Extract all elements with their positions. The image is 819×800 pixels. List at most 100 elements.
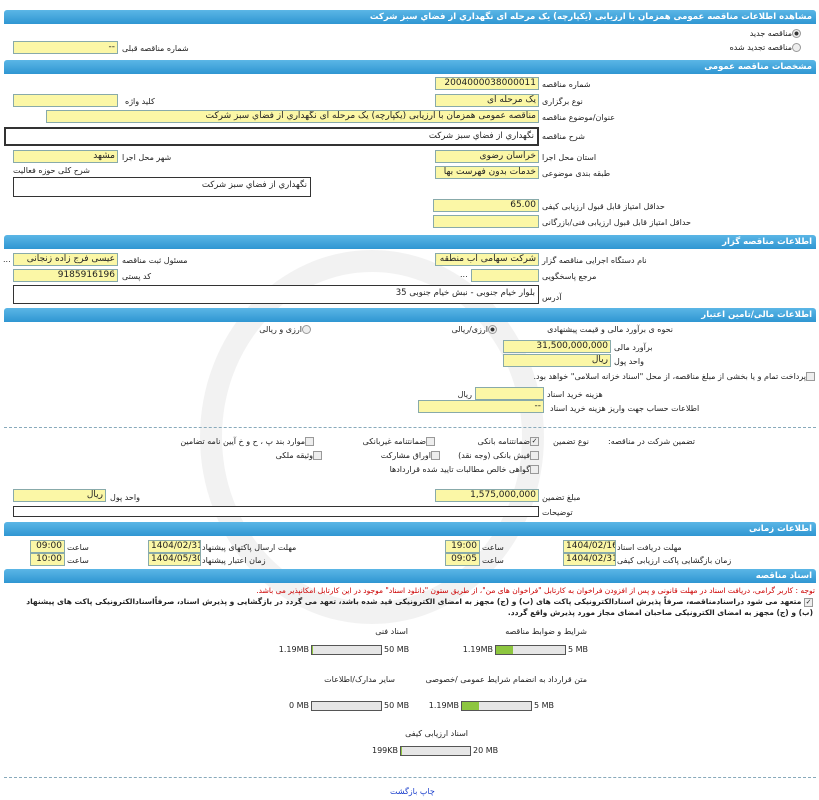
amount-unit-label: واحد پول <box>110 493 140 502</box>
prev-number-label: شماره مناقصه قبلی <box>122 44 189 53</box>
checkbox-icon <box>806 372 815 381</box>
city-field[interactable]: مشهد <box>13 150 118 163</box>
divider <box>4 777 816 778</box>
guarantee-checkbox[interactable]: اوراق مشارکت <box>381 451 440 460</box>
activity-field[interactable]: نگهداري از فضاي سبز شرکت <box>13 177 311 197</box>
label: متعهد می شود دراسنادمناقصه، صرفاً پذیرش … <box>26 597 813 617</box>
label: پرداخت تمام و یا بخشی از مبلغ مناقصه، از… <box>533 372 806 381</box>
resp-label: مسئول ثبت مناقصه <box>122 256 188 265</box>
treasury-checkbox[interactable]: پرداخت تمام و یا بخشی از مبلغ مناقصه، از… <box>534 372 815 381</box>
guarantee-checkbox[interactable]: فیش بانکی (وجه نقد) <box>458 451 539 460</box>
min-tech-field[interactable] <box>433 215 539 228</box>
file-title: شرایط و ضوابط مناقصه <box>505 627 587 636</box>
guarantee-checkbox[interactable]: ✓ضمانتنامه بانکی <box>478 437 539 446</box>
amount-field[interactable]: 1,575,000,000 <box>435 489 539 502</box>
guarantee-type-label: نوع تضمین <box>553 437 589 446</box>
tender-number-field[interactable]: 2004000038000011 <box>435 77 539 90</box>
checkbox-icon <box>313 451 322 460</box>
label: ضمانتنامه غیربانکی <box>362 437 426 446</box>
radio-icon <box>488 325 497 334</box>
docs-note: توجه : کاربر گرامی، دریافت اسناد در مهلت… <box>256 586 815 595</box>
ref-field[interactable] <box>471 269 539 282</box>
type-field[interactable]: یک مرحله ای <box>435 94 539 107</box>
unit-field[interactable]: ریال <box>503 354 611 367</box>
doc-deadline-field[interactable]: 1404/02/16 <box>563 540 616 553</box>
section-docs: اسناد مناقصه <box>4 569 816 583</box>
back-link[interactable]: بازگشت <box>390 787 418 796</box>
file-title: سایر مدارک/اطلاعات <box>324 675 395 684</box>
guarantee-checkbox[interactable]: وثیقه ملکی <box>276 451 322 460</box>
min-tech-label: حداقل امتیاز قابل قبول ارزیابی فنی/بازرگ… <box>542 218 691 227</box>
label: اوراق مشارکت <box>380 451 431 460</box>
submit-time-field[interactable]: 09:00 <box>30 540 65 553</box>
radio-new[interactable]: مناقصه جدید <box>750 29 801 38</box>
file-progress-bar <box>311 701 382 711</box>
label: ضمانتنامه بانکی <box>477 437 530 446</box>
valid-field[interactable]: 1404/05/30 <box>148 553 201 566</box>
file-size: 0 MB <box>288 701 309 710</box>
open-label: زمان بازگشایی پاکت ارزیابی کیفی <box>617 556 732 565</box>
radio-icon <box>792 29 801 38</box>
keyword-field[interactable] <box>13 94 118 107</box>
org-field[interactable]: شرکت سهامی اب منطقه ا <box>435 253 539 266</box>
amount-label: مبلغ تضمین <box>542 493 581 502</box>
label: موارد بند پ ، ح و خ آیین نامه تضامین <box>180 437 305 446</box>
keyword-label: کلید واژه <box>125 97 155 106</box>
estimate-field[interactable]: 31,500,000,000 <box>503 340 611 353</box>
checkbox-icon <box>305 437 314 446</box>
unit-label: واحد پول <box>614 357 644 366</box>
submit-label: مهلت ارسال پاکتهای پیشنهاد <box>202 543 297 552</box>
min-quality-field[interactable]: 65.00 <box>433 199 539 212</box>
province-label: استان محل اجرا <box>542 153 597 162</box>
label: مناقصه تجدید شده <box>729 43 792 52</box>
postal-field[interactable]: 9185916196 <box>13 269 118 282</box>
time-label: ساعت <box>482 556 504 565</box>
file-title: اسناد ارزیابی کیفی <box>405 729 468 738</box>
open-field[interactable]: 1404/02/31 <box>563 553 616 566</box>
footer-links: چاپ بازگشت <box>390 787 435 796</box>
prev-number-field[interactable]: -- <box>13 41 118 54</box>
doc-cost-field[interactable] <box>475 387 544 400</box>
file-title: متن قرارداد به انضمام شرایط عمومی /خصوصی <box>425 675 587 684</box>
amount-unit-field[interactable]: ریال <box>13 489 106 502</box>
radio-icon <box>792 43 801 52</box>
title-field[interactable]: مناقصه عمومی همزمان با ارزیابی (یکپارچه)… <box>46 110 539 123</box>
radio-renewed[interactable]: مناقصه تجدید شده <box>730 43 801 52</box>
open-time-field[interactable]: 09:05 <box>445 553 480 566</box>
number-label: شماره مناقصه <box>542 80 591 89</box>
resp-more-button[interactable]: ... <box>3 255 11 264</box>
checkbox-icon <box>431 451 440 460</box>
progress-fill <box>462 702 479 710</box>
file-progress-bar <box>311 645 382 655</box>
print-link[interactable]: چاپ <box>419 787 435 796</box>
label: گواهی خالص مطالبات تایید شده قراردادها <box>389 465 530 474</box>
label: ارزی و ریالی <box>259 325 302 334</box>
radio-fx[interactable]: ارزی و ریالی <box>259 325 311 334</box>
estimate-label: برآورد مالی <box>614 343 653 352</box>
notes-field[interactable] <box>13 506 539 517</box>
desc-field[interactable]: نگهداري از فضاي سبز شرکت <box>4 127 539 146</box>
ref-more-button[interactable]: ... <box>460 270 468 279</box>
resp-field[interactable]: عیسی فرج زاده زنجانی <box>13 253 118 266</box>
min-quality-label: حداقل امتیاز قابل قبول ارزیابی کیفی <box>542 202 665 211</box>
account-label: اطلاعات حساب جهت واریز هزینه خرید اسناد <box>550 404 700 413</box>
account-field[interactable]: -- <box>418 400 544 413</box>
doc-time-field[interactable]: 19:00 <box>445 540 480 553</box>
radio-rial[interactable]: ارزی/ریالی <box>451 325 497 334</box>
guarantee-checkbox[interactable]: ضمانتنامه غیربانکی <box>363 437 435 446</box>
category-field[interactable]: خدمات بدون فهرست بها <box>435 166 539 179</box>
checkbox-icon: ✓ <box>804 597 813 607</box>
guarantee-checkbox[interactable]: موارد بند پ ، ح و خ آیین نامه تضامین <box>180 437 314 446</box>
label: مناقصه جدید <box>749 29 792 38</box>
province-field[interactable]: خراسان رضوی <box>435 150 539 163</box>
address-field[interactable]: بلوار خیام جنوبی - نبش خیام جنوبی 35 <box>13 285 539 304</box>
title-label: عنوان/موضوع مناقصه <box>542 113 615 122</box>
section-timing: اطلاعات زمانی <box>4 522 816 536</box>
doc-cost-unit: ریال <box>457 390 472 399</box>
commit-checkbox[interactable]: ✓ متعهد می شود دراسنادمناقصه، صرفاً پذیر… <box>23 596 813 618</box>
valid-time-field[interactable]: 10:00 <box>30 553 65 566</box>
submit-field[interactable]: 1404/02/31 <box>148 540 201 553</box>
guarantee-checkbox[interactable]: گواهی خالص مطالبات تایید شده قراردادها <box>390 465 539 474</box>
ref-label: مرجع پاسخگویی <box>542 272 597 281</box>
notes-label: توضیحات <box>542 508 573 517</box>
